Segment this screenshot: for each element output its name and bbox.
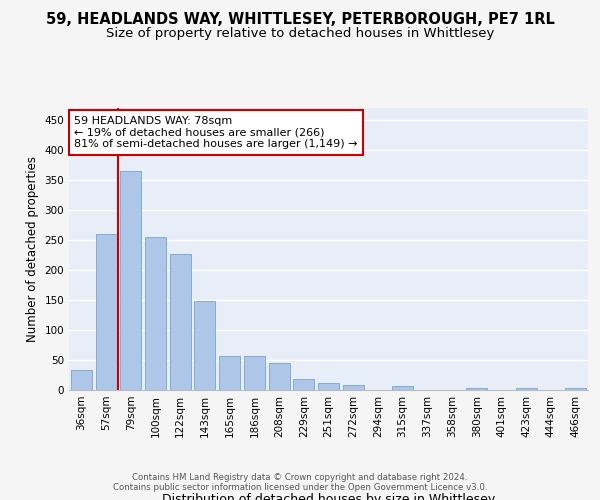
Y-axis label: Number of detached properties: Number of detached properties: [26, 156, 39, 342]
Text: 59, HEADLANDS WAY, WHITTLESEY, PETERBOROUGH, PE7 1RL: 59, HEADLANDS WAY, WHITTLESEY, PETERBORO…: [46, 12, 554, 28]
Bar: [71, 370, 92, 390]
Bar: [145, 236, 166, 390]
Text: Size of property relative to detached houses in Whittlesey: Size of property relative to detached ho…: [106, 28, 494, 40]
Bar: [170, 254, 191, 390]
Bar: [392, 386, 413, 390]
Text: Contains HM Land Registry data © Crown copyright and database right 2024.
Contai: Contains HM Land Registry data © Crown c…: [113, 472, 487, 492]
Bar: [194, 301, 215, 390]
Bar: [343, 385, 364, 390]
Bar: [219, 356, 240, 390]
Bar: [120, 170, 141, 390]
Bar: [293, 378, 314, 390]
Bar: [565, 388, 586, 390]
X-axis label: Distribution of detached houses by size in Whittlesey: Distribution of detached houses by size …: [162, 492, 495, 500]
Bar: [466, 388, 487, 390]
Text: 59 HEADLANDS WAY: 78sqm
← 19% of detached houses are smaller (266)
81% of semi-d: 59 HEADLANDS WAY: 78sqm ← 19% of detache…: [74, 116, 358, 149]
Bar: [95, 234, 116, 390]
Bar: [244, 356, 265, 390]
Bar: [269, 363, 290, 390]
Bar: [318, 384, 339, 390]
Bar: [516, 388, 537, 390]
